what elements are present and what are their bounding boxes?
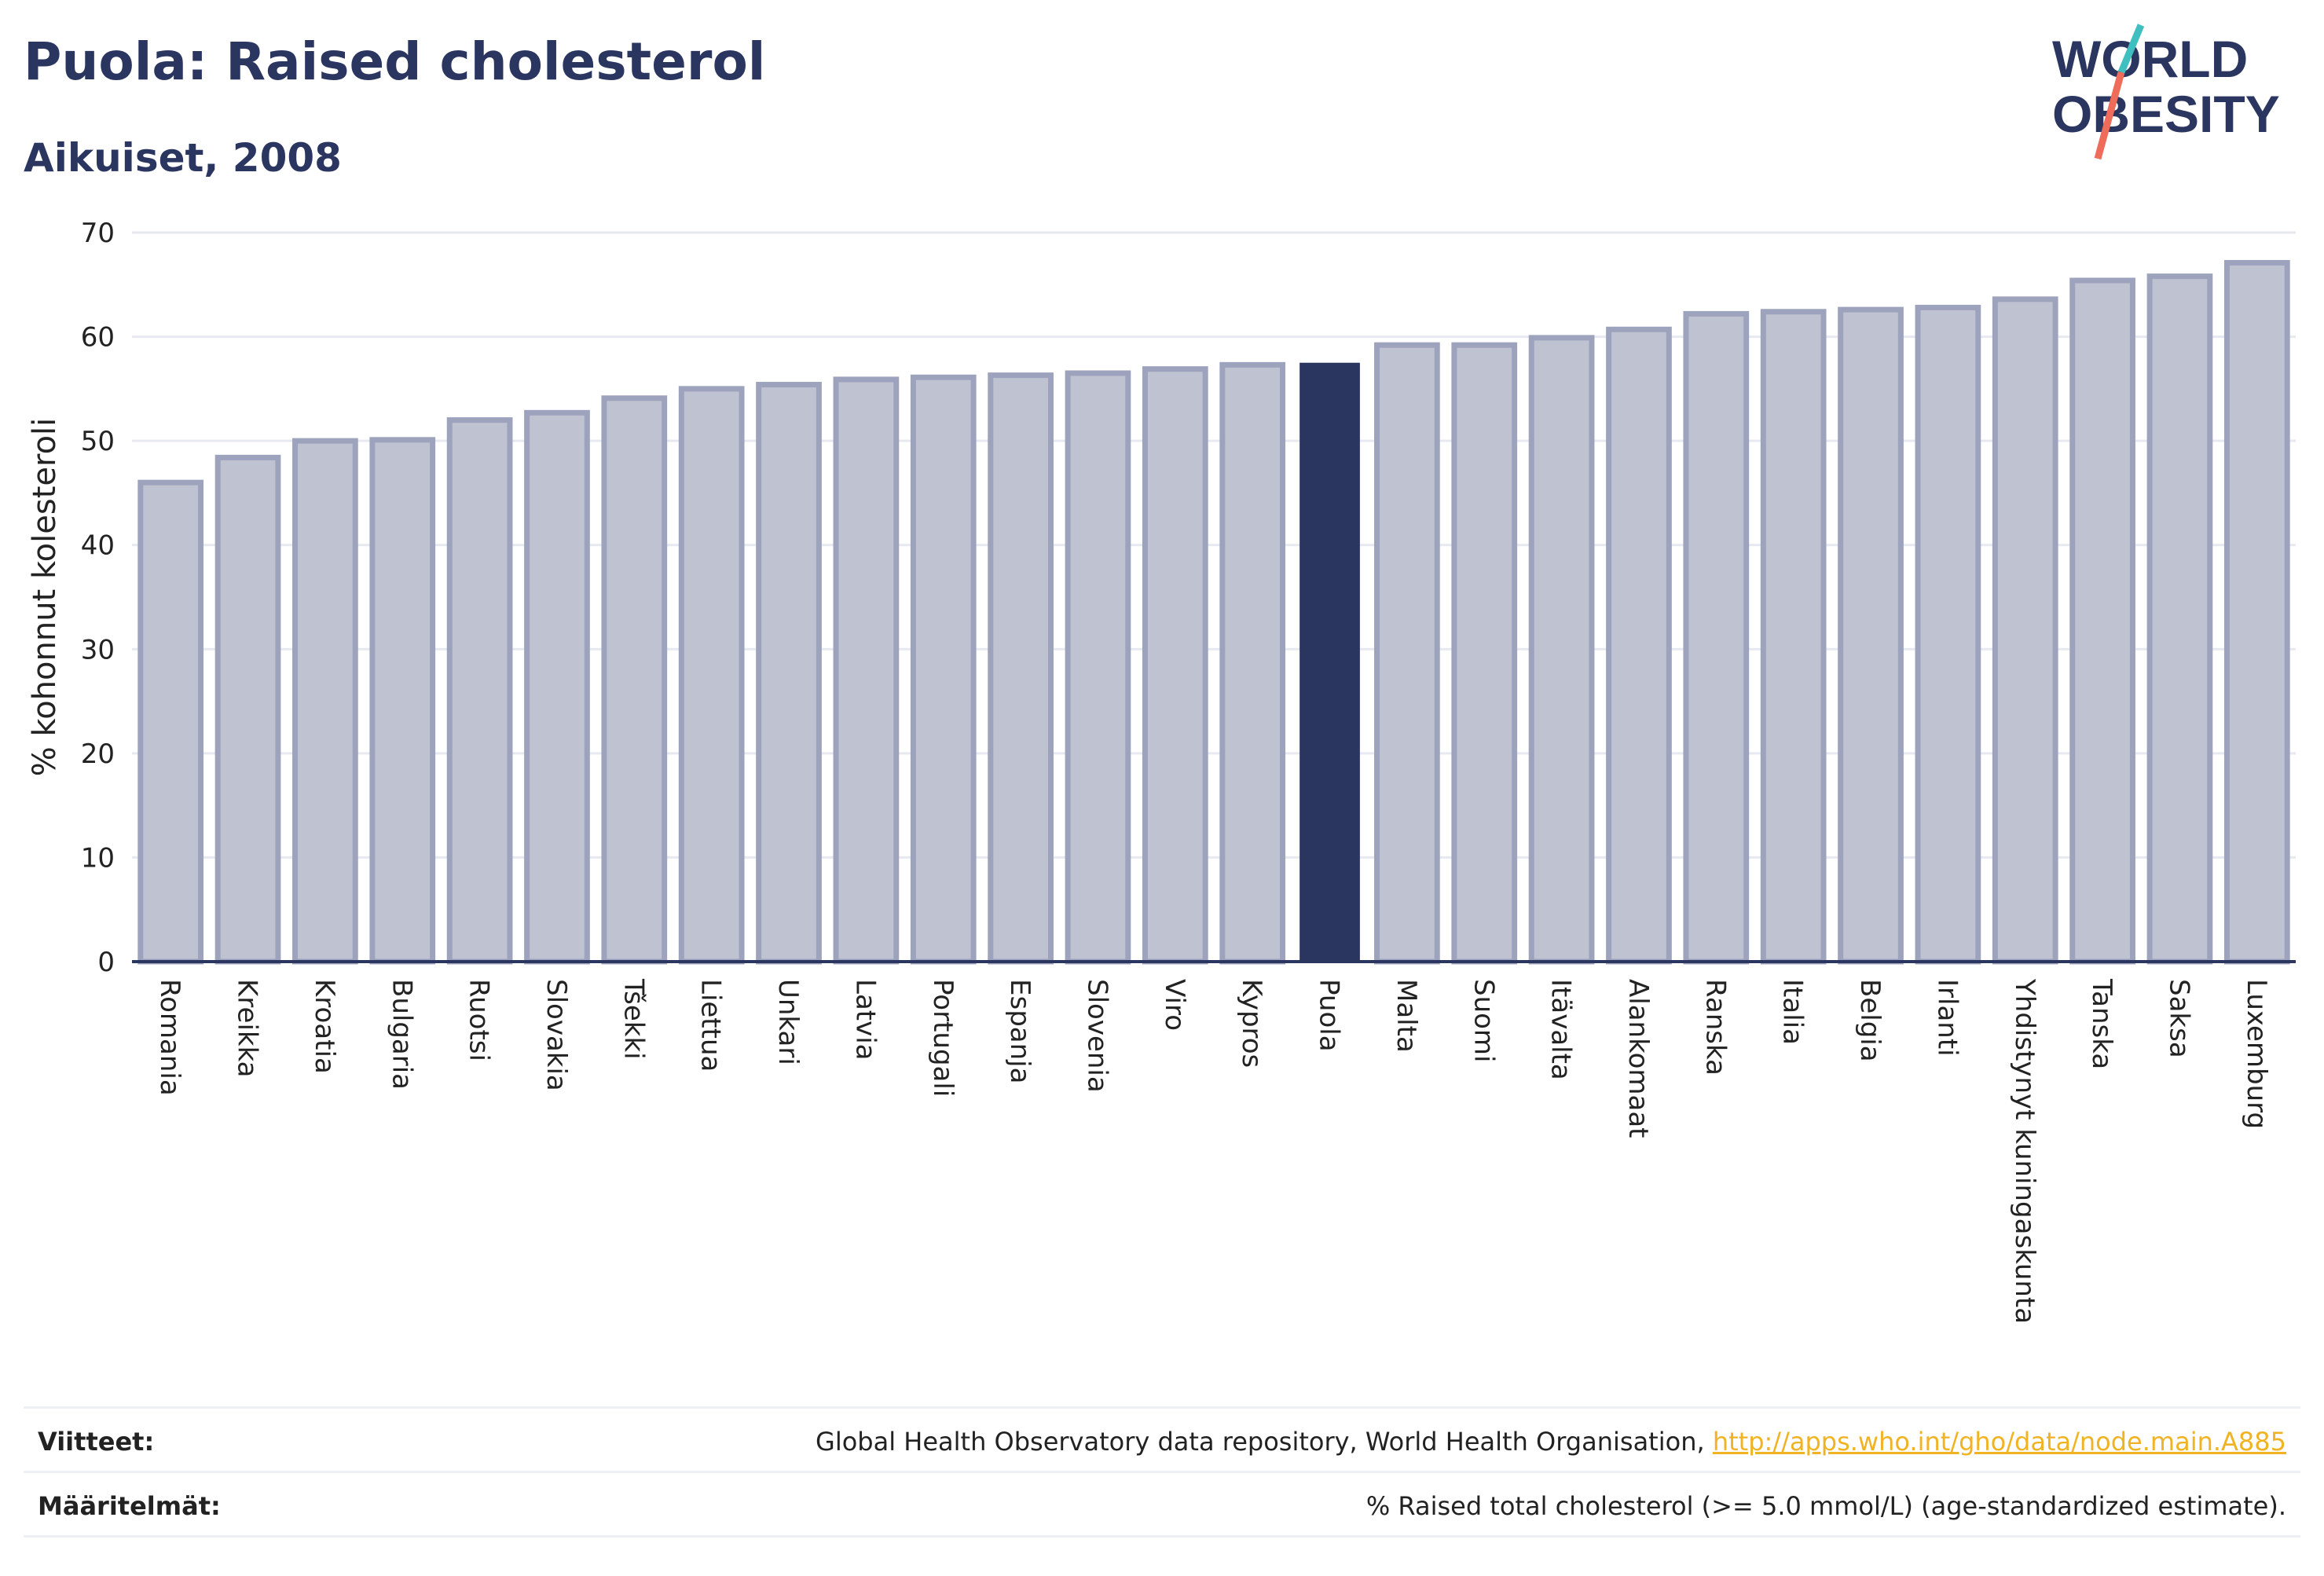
chart-subtitle: Aikuiset, 2008 [24, 135, 342, 181]
bar [2069, 277, 2135, 965]
bar [1915, 304, 1981, 965]
x-tick-label: Slovenia [1081, 979, 1113, 1093]
references-label: Viitteet: [38, 1427, 155, 1457]
bar [1838, 306, 1904, 965]
x-tick-label: Slovakia [541, 979, 572, 1091]
y-tick-label: 70 [81, 218, 115, 249]
bar [446, 417, 513, 965]
bar [601, 395, 668, 965]
bar [1451, 342, 1518, 965]
bar [214, 454, 281, 965]
bar [833, 376, 900, 965]
x-tick-label: Yhdistynyt kuningaskunta [2009, 978, 2040, 1324]
references-link[interactable]: http://apps.who.int/gho/data/node.main.A… [1712, 1427, 2286, 1457]
x-tick-label: Malta [1391, 979, 1422, 1053]
x-tick-label: Luxemburg [2241, 979, 2272, 1129]
bar [988, 372, 1054, 965]
x-tick-label: Kypros [1236, 979, 1267, 1068]
x-tick-label: Belgia [1854, 979, 1886, 1062]
bar [1374, 342, 1440, 965]
footer-divider [24, 1471, 2300, 1473]
y-tick-label: 20 [81, 739, 115, 770]
y-tick-label: 10 [81, 842, 115, 874]
x-tick-label: Espanja [1004, 979, 1036, 1083]
footer-divider [24, 1535, 2300, 1538]
bar [1760, 309, 1827, 965]
y-tick-label: 40 [81, 530, 115, 562]
x-tick-label: Viro [1159, 979, 1190, 1031]
bar [1065, 370, 1131, 965]
x-tick-label: Alankomaat [1622, 979, 1654, 1138]
bar-highlight [1299, 362, 1360, 962]
bar [1992, 296, 2058, 965]
y-tick-label: 0 [97, 947, 115, 978]
x-tick-label: Tanska [2086, 978, 2117, 1069]
x-tick-label: Ranska [1699, 979, 1731, 1076]
bar [1142, 366, 1208, 965]
y-tick-label: 60 [81, 322, 115, 354]
bar [292, 438, 358, 965]
bar [1606, 326, 1672, 965]
definitions-label: Määritelmät: [38, 1491, 221, 1521]
x-tick-label: Suomi [1468, 979, 1499, 1063]
x-tick-label: Tšekki [618, 978, 649, 1060]
x-tick-label: Puola [1314, 979, 1345, 1052]
bar-chart: 0 10 20 30 40 50 60 70 % kohonnut kolesteroli Rom… [0, 189, 2324, 1383]
x-tick-label: Ruotsi [464, 979, 495, 1061]
chart-title: Puola: Raised cholesterol [24, 31, 766, 92]
world-obesity-logo: WORLD OBESITY [2043, 24, 2310, 165]
x-tick-label: Romania [154, 979, 185, 1096]
bar [1683, 310, 1750, 965]
logo-line2: OBESITY [2052, 85, 2280, 143]
bar [1528, 335, 1595, 965]
y-axis-label: % kohonnut kolesteroli [27, 418, 63, 777]
bar [524, 409, 590, 965]
bar [756, 382, 822, 965]
x-tick-label: Italia [1777, 979, 1809, 1045]
x-tick-label: Latvia [849, 979, 881, 1061]
bar [137, 479, 204, 965]
x-tick-label: Unkari [772, 979, 804, 1065]
y-tick-label: 50 [81, 426, 115, 457]
x-tick-label: Saksa [2163, 979, 2194, 1058]
bar [678, 386, 745, 965]
references-value: Global Health Observatory data repositor… [816, 1427, 2286, 1457]
y-tick-label: 30 [81, 634, 115, 665]
bar [2223, 259, 2290, 965]
bar [1219, 361, 1286, 965]
x-tick-label: Irlanti [1931, 979, 1963, 1057]
x-tick-label: Itävalta [1545, 979, 1577, 1080]
footer-divider [24, 1406, 2300, 1409]
x-tick-label: Liettua [695, 979, 727, 1072]
bar [369, 437, 436, 965]
definitions-text: % Raised total cholesterol (>= 5.0 mmol/… [1365, 1491, 2286, 1521]
x-tick-label: Kreikka [232, 979, 263, 1078]
bar [2146, 273, 2213, 965]
x-tick-label: Bulgaria [386, 979, 417, 1090]
references-text: Global Health Observatory data repositor… [816, 1427, 1713, 1457]
bar [910, 374, 977, 965]
logo-line1: WORLD [2052, 30, 2248, 88]
x-tick-label: Kroatia [309, 979, 340, 1074]
x-tick-label: Portugali [927, 979, 959, 1097]
